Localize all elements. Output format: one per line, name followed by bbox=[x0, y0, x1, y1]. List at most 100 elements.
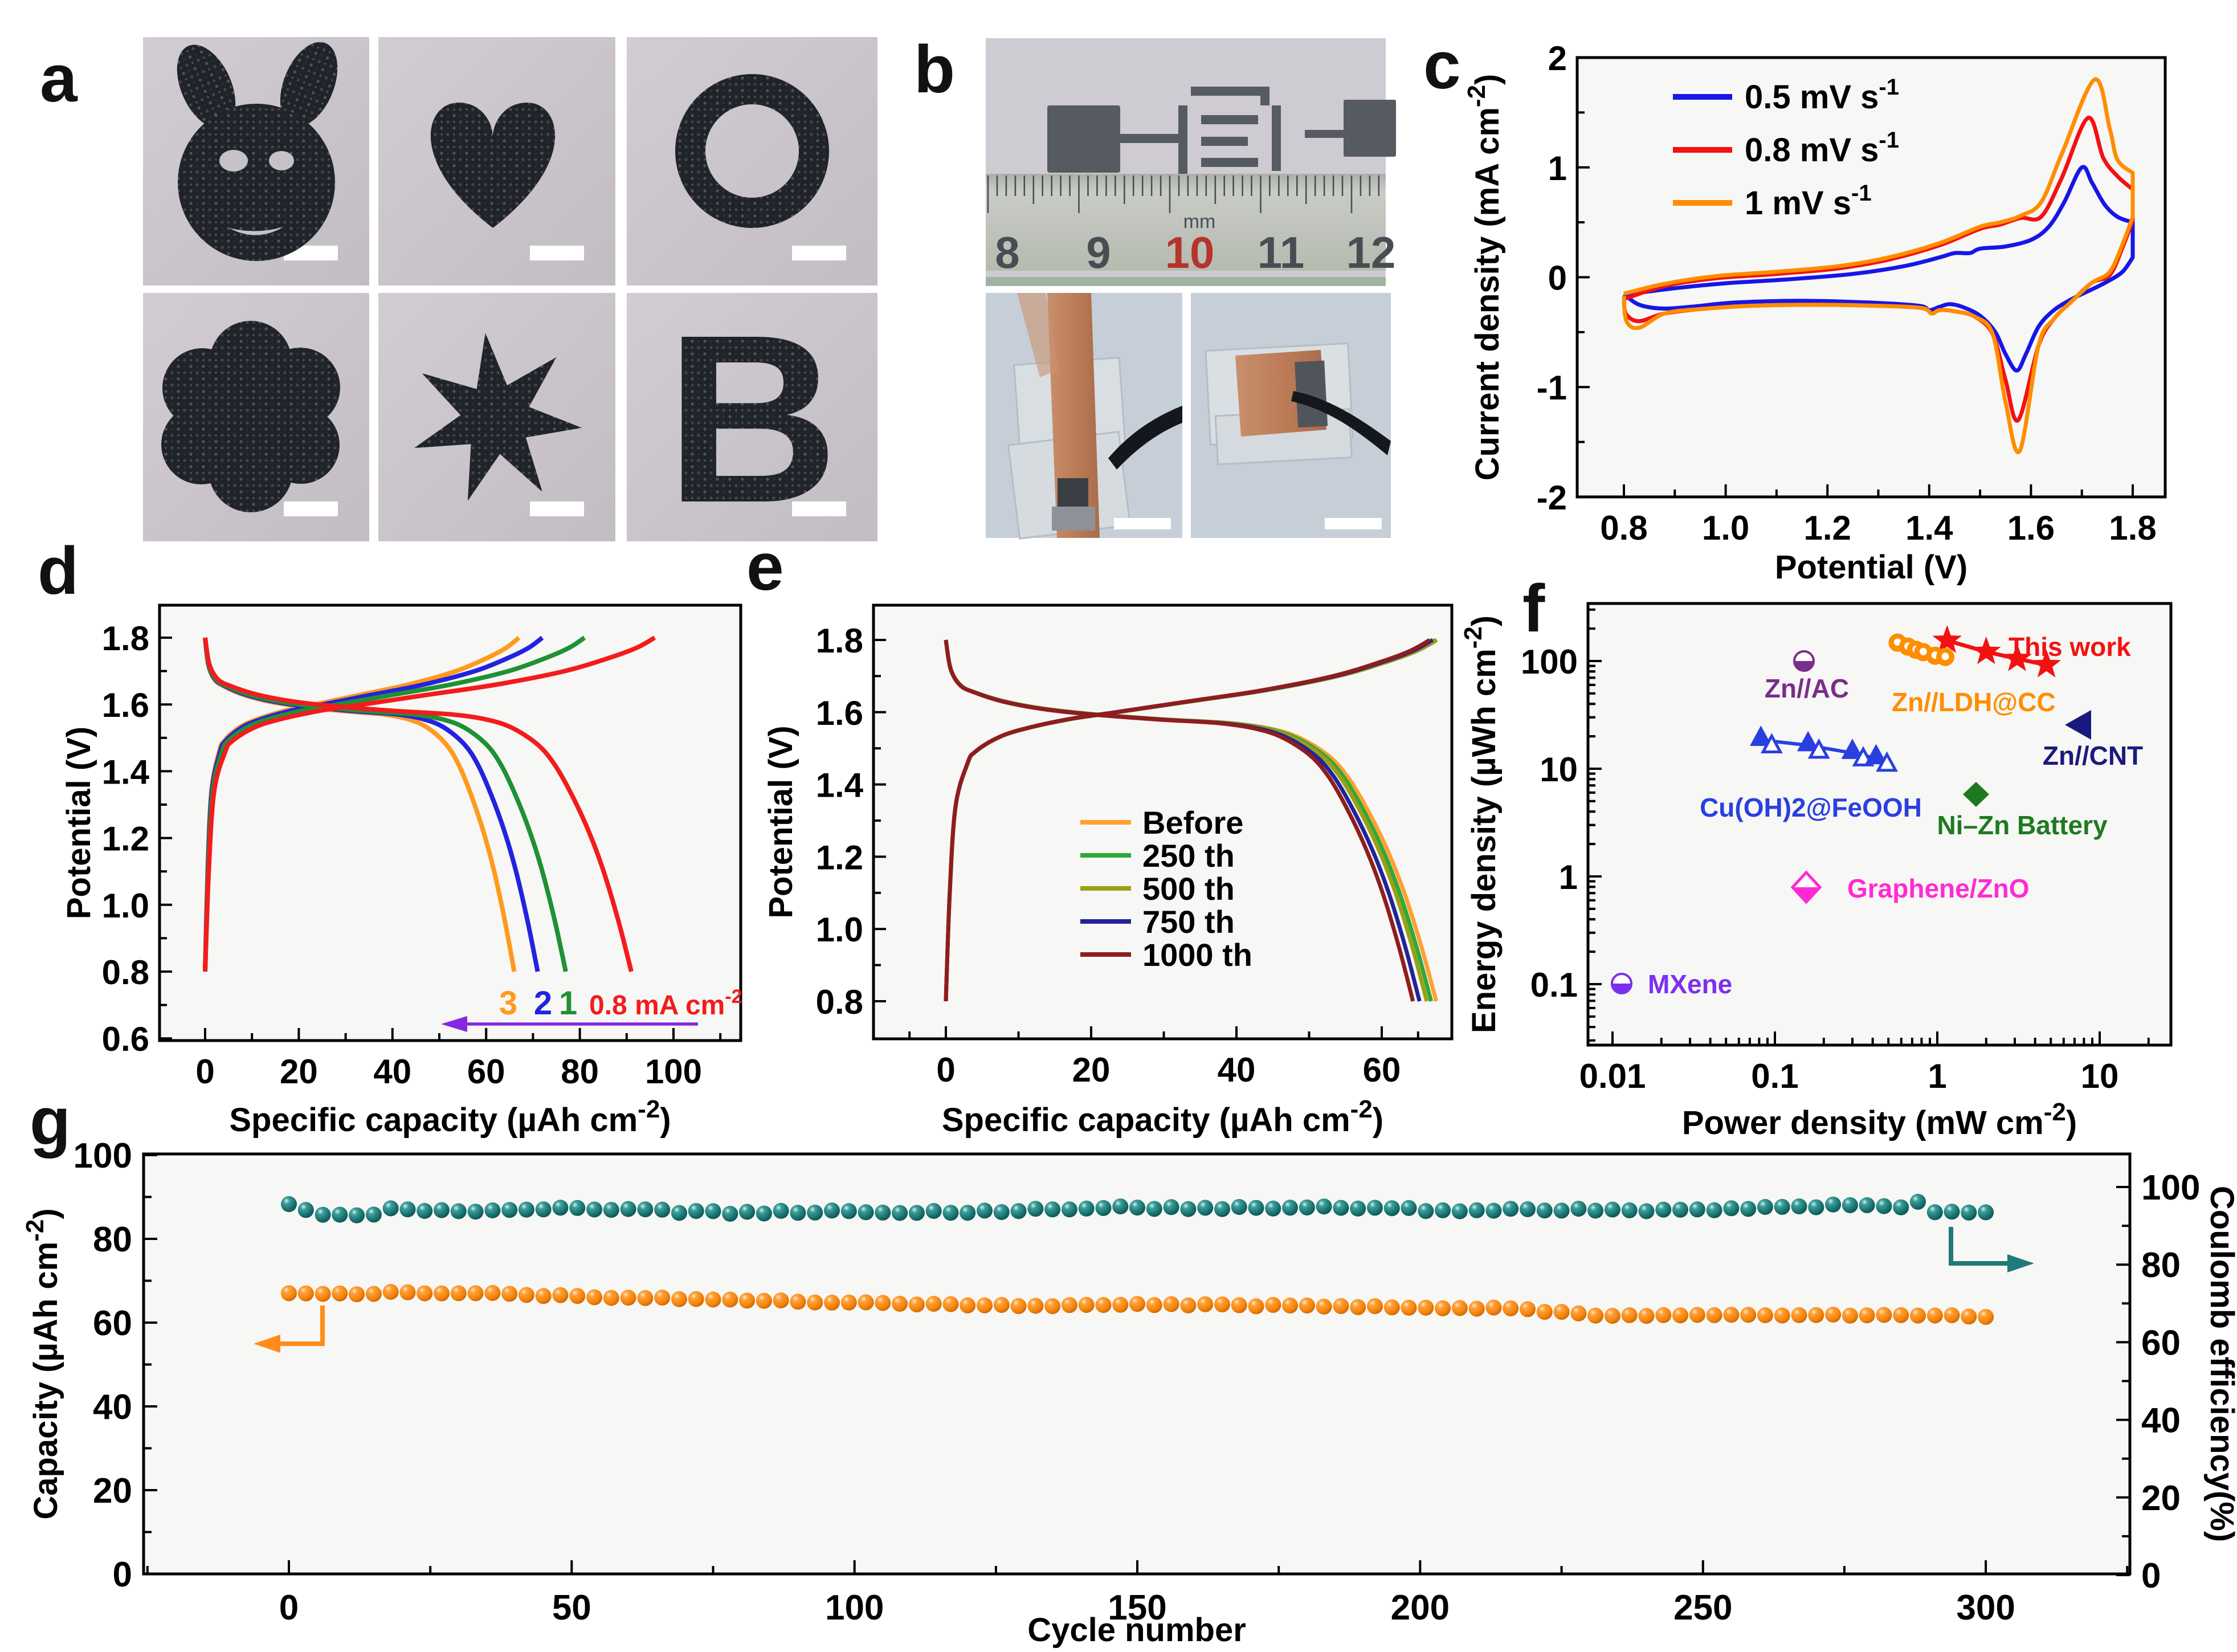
svg-text:1.2: 1.2 bbox=[816, 838, 863, 876]
svg-text:9: 9 bbox=[1086, 227, 1111, 278]
svg-text:Zn//LDH@CC: Zn//LDH@CC bbox=[1892, 687, 2056, 717]
svg-text:0.8 mV s-1: 0.8 mV s-1 bbox=[1745, 128, 1899, 169]
svg-text:MXene: MXene bbox=[1648, 969, 1732, 999]
svg-text:250: 250 bbox=[1673, 1588, 1732, 1627]
svg-text:1.8: 1.8 bbox=[2109, 509, 2156, 547]
svg-text:200: 200 bbox=[1391, 1588, 1450, 1627]
svg-text:1: 1 bbox=[1548, 149, 1567, 187]
svg-text:e: e bbox=[746, 529, 784, 605]
svg-text:11: 11 bbox=[1258, 227, 1304, 278]
svg-text:Specific capacity (µAh cm-2): Specific capacity (µAh cm-2) bbox=[229, 1095, 671, 1139]
svg-text:Cu(OH)2@FeOOH: Cu(OH)2@FeOOH bbox=[1700, 793, 1922, 822]
svg-text:1.2: 1.2 bbox=[1803, 509, 1851, 547]
svg-text:3: 3 bbox=[499, 985, 517, 1022]
svg-text:0.8: 0.8 bbox=[1600, 509, 1647, 547]
svg-text:60: 60 bbox=[93, 1304, 132, 1343]
svg-text:1.6: 1.6 bbox=[816, 694, 863, 732]
svg-text:Specific capacity (µAh cm-2): Specific capacity (µAh cm-2) bbox=[942, 1095, 1383, 1139]
svg-text:40: 40 bbox=[1218, 1051, 1256, 1089]
svg-text:B: B bbox=[666, 285, 838, 553]
svg-text:1.8: 1.8 bbox=[816, 622, 863, 660]
svg-text:0.01: 0.01 bbox=[1579, 1057, 1646, 1095]
svg-text:80: 80 bbox=[93, 1220, 132, 1259]
svg-text:1 mV s-1: 1 mV s-1 bbox=[1745, 181, 1872, 222]
svg-text:60: 60 bbox=[1363, 1051, 1401, 1089]
svg-text:Potential (V): Potential (V) bbox=[60, 727, 97, 919]
svg-text:300: 300 bbox=[1956, 1588, 2015, 1627]
svg-text:50: 50 bbox=[552, 1588, 591, 1627]
svg-text:100: 100 bbox=[645, 1053, 702, 1091]
svg-text:1.6: 1.6 bbox=[2007, 509, 2055, 547]
svg-text:0.8: 0.8 bbox=[102, 953, 149, 992]
svg-text:Energy density (µWh cm-2): Energy density (µWh cm-2) bbox=[1459, 615, 1503, 1033]
svg-text:1.2: 1.2 bbox=[102, 820, 149, 858]
svg-text:1.4: 1.4 bbox=[102, 753, 150, 791]
svg-text:40: 40 bbox=[93, 1388, 132, 1427]
svg-text:Graphene/ZnO: Graphene/ZnO bbox=[1847, 874, 2029, 903]
svg-text:This work: This work bbox=[2009, 632, 2131, 662]
svg-text:100: 100 bbox=[825, 1588, 884, 1627]
svg-text:f: f bbox=[1522, 571, 1545, 646]
svg-text:80: 80 bbox=[2141, 1246, 2181, 1285]
svg-text:c: c bbox=[1423, 28, 1461, 103]
svg-text:0.5 mV s-1: 0.5 mV s-1 bbox=[1745, 75, 1899, 116]
svg-text:1.0: 1.0 bbox=[816, 911, 863, 949]
svg-text:Zn//CNT: Zn//CNT bbox=[2043, 741, 2143, 770]
svg-text:a: a bbox=[40, 41, 78, 116]
svg-text:20: 20 bbox=[280, 1053, 318, 1091]
svg-text:1.6: 1.6 bbox=[102, 686, 149, 724]
svg-text:1.8: 1.8 bbox=[102, 619, 149, 658]
svg-text:1000 th: 1000 th bbox=[1142, 937, 1252, 973]
svg-text:0: 0 bbox=[279, 1588, 299, 1627]
svg-text:750 th: 750 th bbox=[1142, 904, 1235, 940]
svg-text:10: 10 bbox=[2081, 1057, 2119, 1095]
svg-text:0: 0 bbox=[1548, 259, 1567, 297]
svg-text:1.4: 1.4 bbox=[816, 766, 864, 805]
svg-text:150: 150 bbox=[1108, 1588, 1166, 1627]
svg-text:g: g bbox=[30, 1084, 71, 1159]
svg-text:Before: Before bbox=[1142, 805, 1243, 841]
svg-text:0.8 mA cm-2: 0.8 mA cm-2 bbox=[589, 986, 742, 1021]
svg-text:500 th: 500 th bbox=[1142, 871, 1235, 907]
svg-text:60: 60 bbox=[2141, 1323, 2181, 1363]
svg-text:-2: -2 bbox=[1537, 479, 1567, 517]
svg-text:d: d bbox=[38, 533, 79, 609]
svg-text:1: 1 bbox=[1559, 858, 1578, 896]
svg-text:2: 2 bbox=[534, 985, 552, 1022]
svg-text:0.6: 0.6 bbox=[102, 1020, 149, 1058]
svg-text:12: 12 bbox=[1346, 227, 1396, 278]
svg-text:100: 100 bbox=[74, 1136, 132, 1176]
svg-text:Zn//AC: Zn//AC bbox=[1765, 674, 1849, 703]
svg-text:10: 10 bbox=[1540, 750, 1578, 789]
svg-text:0: 0 bbox=[113, 1555, 132, 1594]
svg-text:Power density (mW cm-2): Power density (mW cm-2) bbox=[1682, 1098, 2077, 1141]
svg-text:-1: -1 bbox=[1537, 369, 1567, 407]
svg-text:20: 20 bbox=[1072, 1051, 1111, 1089]
svg-text:2: 2 bbox=[1548, 39, 1567, 77]
svg-text:80: 80 bbox=[561, 1053, 599, 1091]
svg-text:100: 100 bbox=[2141, 1168, 2200, 1208]
svg-text:20: 20 bbox=[2141, 1479, 2181, 1518]
svg-text:8: 8 bbox=[995, 227, 1019, 278]
svg-text:Current density (mA cm-2): Current density (mA cm-2) bbox=[1463, 74, 1506, 481]
svg-text:Potential (V): Potential (V) bbox=[1775, 549, 1967, 586]
svg-text:1.4: 1.4 bbox=[1905, 509, 1953, 547]
svg-text:Cycle number: Cycle number bbox=[1027, 1612, 1246, 1649]
svg-text:Ni–Zn Battery: Ni–Zn Battery bbox=[1937, 810, 2107, 840]
svg-text:0: 0 bbox=[936, 1051, 955, 1089]
svg-text:0: 0 bbox=[195, 1053, 214, 1091]
svg-text:100: 100 bbox=[1521, 643, 1578, 681]
svg-text:Potential (V): Potential (V) bbox=[762, 725, 799, 918]
svg-text:250 th: 250 th bbox=[1142, 838, 1235, 874]
svg-text:0: 0 bbox=[2141, 1556, 2161, 1596]
svg-text:60: 60 bbox=[467, 1053, 505, 1091]
svg-text:10: 10 bbox=[1165, 227, 1215, 278]
svg-text:1.0: 1.0 bbox=[102, 887, 149, 925]
svg-text:1: 1 bbox=[1928, 1057, 1946, 1095]
svg-text:40: 40 bbox=[2141, 1401, 2181, 1441]
svg-text:40: 40 bbox=[373, 1053, 411, 1091]
svg-text:0.1: 0.1 bbox=[1751, 1057, 1798, 1095]
svg-text:0.1: 0.1 bbox=[1530, 966, 1578, 1004]
svg-text:1: 1 bbox=[559, 985, 577, 1022]
svg-text:b: b bbox=[914, 32, 955, 107]
